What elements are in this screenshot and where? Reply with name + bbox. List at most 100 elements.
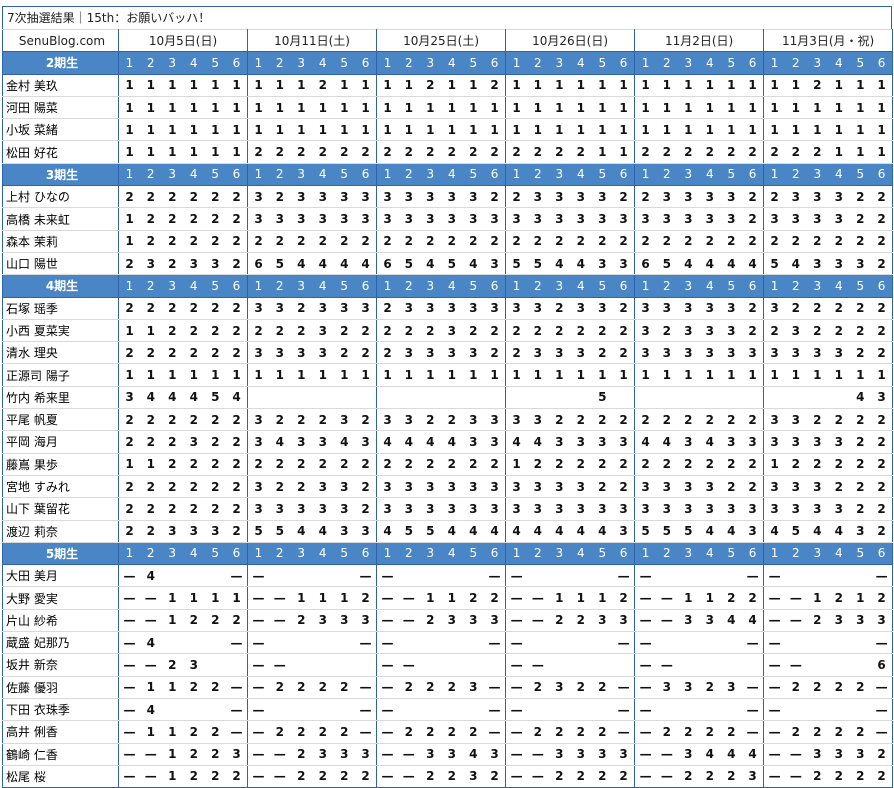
result-cell: — (118, 675, 140, 699)
member-row: 上村 ひなの 2 2 2 2 2 2 3 2 3 3 3 3 3 3 3 3 3 2 2 3 3 3 3 2 2 3 3 3 3 2 2 3 3 3… (2, 185, 894, 209)
result-cell: — (269, 742, 291, 766)
part-number: 3 (290, 274, 312, 298)
result-cell: 2 (763, 140, 786, 164)
result-cell: 1 (226, 95, 248, 120)
result-cell: 2 (204, 497, 226, 521)
result-cell: 2 (849, 341, 872, 365)
result-cell: 1 (161, 764, 183, 788)
result-cell (828, 385, 850, 410)
result-cell (204, 564, 226, 588)
part-number: 1 (763, 274, 786, 298)
result-cell: 1 (161, 73, 183, 97)
result-cell: 2 (806, 764, 829, 788)
result-cell: 1 (118, 73, 140, 97)
part-number: 6 (742, 274, 765, 298)
result-cell: 1 (656, 73, 678, 97)
result-cell: 2 (441, 452, 463, 476)
member-row: 河田 陽菜 1 1 1 1 1 1 1 1 1 1 1 1 1 1 1 1 1 1 1 1 1 1 1 1 1 1 1 1 1 1 1 1 1 1 1… (2, 95, 894, 120)
result-cell: — (355, 697, 378, 722)
result-cell: 1 (613, 118, 636, 142)
result-cell: 1 (355, 118, 378, 142)
result-cell (656, 564, 678, 588)
part-number: 3 (677, 51, 700, 75)
result-cell: 1 (484, 95, 507, 120)
result-cell: 3 (419, 207, 442, 231)
part-number: 1 (634, 274, 657, 298)
result-cell (312, 653, 334, 677)
part-number: 4 (183, 51, 205, 75)
result-cell: 2 (290, 408, 312, 432)
part-number: 6 (226, 51, 248, 75)
result-cell: 3 (677, 341, 700, 365)
result-cell: 1 (312, 363, 334, 387)
result-cell (548, 631, 571, 655)
result-cell: — (763, 697, 786, 722)
result-cell: 2 (140, 430, 162, 454)
result-cell: 3 (806, 430, 829, 454)
part-number: 5 (849, 162, 872, 187)
result-cell: — (763, 653, 786, 677)
result-cell: 1 (441, 95, 463, 120)
result-cell: 2 (204, 474, 226, 499)
result-cell: 3 (484, 207, 507, 231)
result-cell: 2 (484, 586, 507, 610)
part-number: 1 (505, 541, 528, 566)
result-cell (656, 385, 678, 410)
result-cell: 3 (634, 207, 657, 231)
result-cell: 1 (849, 140, 872, 164)
part-number: 4 (699, 51, 721, 75)
result-cell: — (226, 631, 248, 655)
result-cell: 1 (548, 363, 571, 387)
result-cell: 2 (290, 720, 312, 744)
result-cell: 2 (742, 229, 765, 253)
result-cell: 3 (462, 341, 485, 365)
result-cell: 1 (613, 140, 636, 164)
part-number: 4 (570, 162, 592, 187)
result-cell (828, 631, 850, 655)
result-cell: 2 (742, 207, 765, 231)
result-cell: 3 (441, 296, 463, 320)
result-cell: 2 (828, 452, 850, 476)
result-cell: 2 (269, 720, 291, 744)
result-cell: 5 (763, 251, 786, 276)
result-cell (570, 697, 592, 722)
result-cell: — (634, 586, 657, 610)
result-cell: — (247, 586, 269, 610)
result-cell (849, 631, 872, 655)
result-cell: 2 (570, 452, 592, 476)
result-cell (527, 564, 549, 588)
result-cell: 1 (161, 720, 183, 744)
result-cell: 2 (355, 318, 378, 343)
result-cell (419, 564, 442, 588)
result-cell: 3 (183, 519, 205, 543)
result-cell: 2 (161, 318, 183, 343)
member-name: 小坂 菜緒 (2, 118, 119, 142)
result-cell: 2 (419, 608, 442, 633)
result-cell: 1 (161, 742, 183, 766)
result-cell: 3 (398, 497, 420, 521)
result-cell (785, 697, 807, 722)
result-cell: 2 (204, 764, 226, 788)
result-cell: 3 (527, 296, 549, 320)
result-cell: 1 (398, 118, 420, 142)
member-name: 平岡 海月 (2, 430, 119, 454)
result-cell: 2 (333, 140, 355, 164)
result-cell: 2 (441, 720, 463, 744)
result-cell: 1 (419, 118, 442, 142)
result-cell (613, 385, 636, 410)
result-cell: — (763, 720, 786, 744)
result-cell: — (398, 653, 420, 677)
result-cell: 2 (785, 140, 807, 164)
result-cell: 2 (183, 497, 205, 521)
result-cell: 3 (355, 296, 378, 320)
result-cell: 1 (441, 118, 463, 142)
result-cell (742, 385, 765, 410)
result-cell: 2 (505, 140, 528, 164)
result-cell: 2 (613, 586, 636, 610)
result-cell (204, 653, 226, 677)
result-cell: 2 (720, 452, 743, 476)
result-cell: 3 (441, 474, 463, 499)
result-cell: 2 (828, 408, 850, 432)
result-cell: 3 (269, 497, 291, 521)
result-cell: 6 (247, 251, 269, 276)
